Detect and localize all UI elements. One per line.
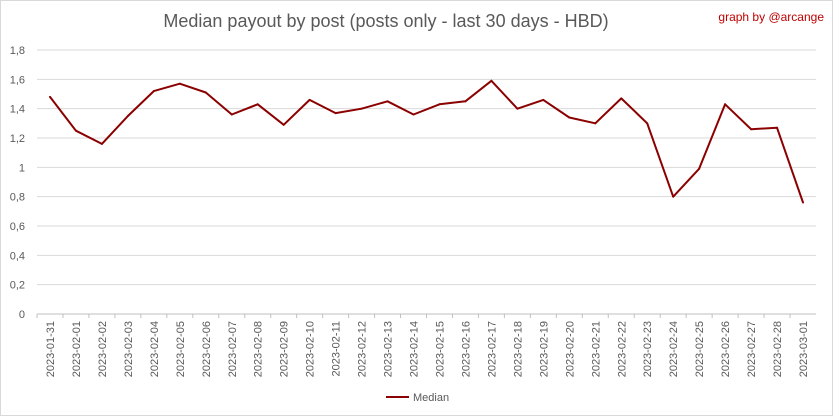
x-tick-label: 2023-02-20 [564,321,576,377]
data-point [282,123,285,126]
y-tick-label: 0 [19,309,25,321]
y-tick-label: 0,2 [10,280,25,292]
data-point [672,195,675,198]
data-point [178,82,181,85]
grid-lines [37,49,816,315]
x-tick-label: 2023-02-14 [409,321,421,377]
y-tick-label: 1,6 [10,74,25,86]
data-point [152,90,155,93]
x-tick-label: 2023-02-22 [616,321,628,377]
x-tick-label: 2023-02-23 [642,321,654,377]
data-point [74,129,77,132]
data-point [308,98,311,101]
chart-title: Median payout by post (posts only - last… [163,11,609,31]
x-tick-label: 2023-02-21 [590,321,602,377]
x-tick-label: 2023-02-11 [331,321,343,376]
y-tick-label: 1,2 [10,133,25,145]
x-axis-ticks: 2023-01-31 2023-02-01 2023-02-02 2023-02-03… [36,314,810,377]
data-point [334,112,337,115]
y-axis-ticks: 0 0,2 0,4 0,6 0,8 1 1,2 1,4 1,6 1,8 [10,45,25,321]
data-point [646,122,649,125]
data-point [464,100,467,103]
x-tick-label: 2023-02-04 [149,321,161,377]
data-point [126,115,129,117]
series-line-median [49,79,804,203]
legend: Median [386,392,449,404]
data-point [490,79,493,82]
data-point [568,116,571,119]
x-tick-label: 2023-02-17 [486,321,498,377]
data-point [698,167,701,170]
x-tick-label: 2023-02-06 [201,321,213,377]
y-tick-label: 1,8 [10,45,25,57]
data-point [48,95,51,98]
data-point [594,122,597,125]
data-point [438,103,441,106]
y-tick-label: 0,6 [10,221,25,233]
y-tick-label: 0,8 [10,192,25,204]
x-tick-label: 2023-02-08 [253,321,265,377]
data-point [620,97,623,100]
x-tick-label: 2023-02-15 [434,321,446,377]
x-tick-label: 2023-02-28 [772,321,784,377]
legend-label: Median [413,392,449,404]
y-tick-label: 1,4 [10,104,25,116]
x-tick-label: 2023-02-03 [123,321,135,377]
data-point [776,126,779,129]
x-tick-label: 2023-03-01 [798,321,810,377]
x-tick-label: 2023-02-13 [383,321,395,377]
y-tick-label: 0,4 [10,250,25,262]
x-tick-label: 2023-02-27 [746,321,758,377]
data-point [386,100,389,103]
x-tick-label: 2023-02-18 [512,321,524,377]
data-point [256,103,259,106]
chart-credit: graph by @arcange [718,10,824,24]
x-tick-label: 2023-02-26 [720,321,732,377]
x-tick-label: 2023-02-07 [227,321,239,377]
data-point [516,107,519,110]
data-point [100,142,103,145]
data-point [750,128,753,131]
x-tick-label: 2023-02-12 [357,321,369,377]
x-tick-label: 2023-02-01 [71,321,83,377]
x-tick-label: 2023-02-05 [175,321,187,377]
x-tick-label: 2023-02-10 [305,321,317,377]
data-point [360,107,363,110]
data-point [412,113,415,116]
data-point [542,98,545,101]
series-layer [48,79,805,204]
x-tick-label: 2023-02-16 [460,321,472,377]
x-tick-label: 2023-02-25 [694,321,706,377]
data-point [724,103,727,106]
data-point [230,113,233,116]
x-tick-label: 2023-02-19 [538,321,550,377]
x-tick-label: 2023-02-09 [279,321,291,377]
y-tick-label: 1 [19,162,25,174]
x-tick-label: 2023-02-24 [668,321,680,377]
x-tick-label: 2023-02-02 [97,321,109,377]
data-point [204,91,207,94]
data-point [802,201,805,204]
x-tick-label: 2023-01-31 [45,321,57,377]
